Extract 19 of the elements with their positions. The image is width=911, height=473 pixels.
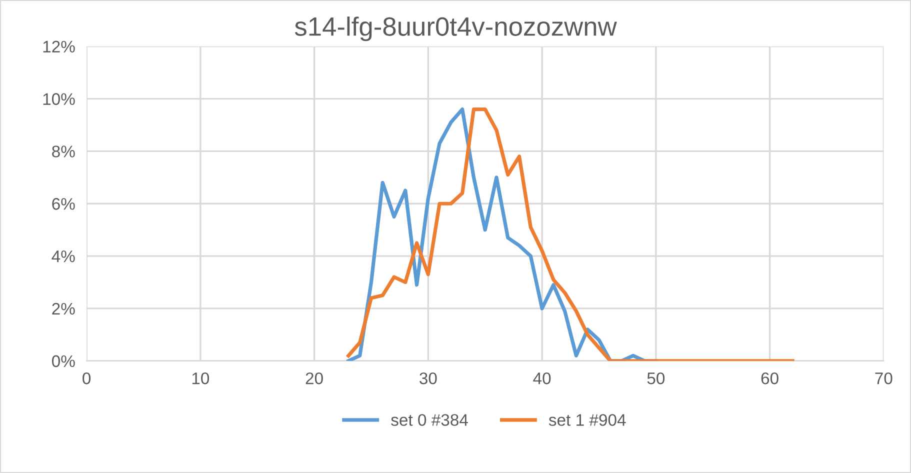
x-tick-label: 40 — [533, 372, 551, 384]
x-tick-label: 0 — [82, 372, 91, 384]
x-tick-label: 10 — [192, 372, 210, 384]
chart-title: s14-lfg-8uur0t4v-nozozwnw — [294, 16, 617, 42]
y-tick-label: 0% — [52, 355, 75, 368]
y-tick-label: 10% — [43, 93, 75, 105]
legend-label: set 1 #904 — [548, 414, 626, 426]
x-tick-label: 50 — [647, 372, 665, 384]
x-tick-label: 70 — [875, 372, 892, 384]
y-tick-label: 2% — [52, 302, 75, 315]
x-tick-label: 60 — [761, 372, 778, 384]
y-tick-label: 8% — [52, 146, 75, 158]
x-tick-label: 30 — [420, 372, 437, 384]
y-tick-label: 12% — [43, 40, 75, 52]
line-series — [346, 107, 794, 361]
y-tick-label: 6% — [52, 198, 75, 210]
x-tick-label: 20 — [306, 372, 323, 384]
legend-label: set 0 #384 — [391, 414, 468, 426]
y-tick-label: 4% — [52, 250, 75, 262]
